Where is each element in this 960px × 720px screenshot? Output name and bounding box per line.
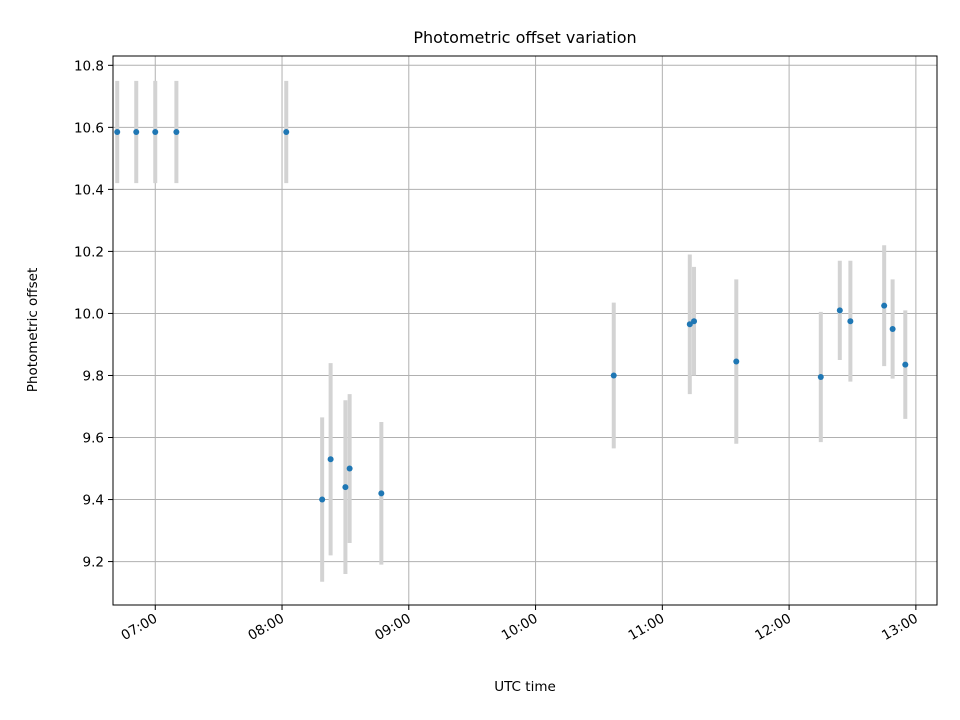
y-tick-label: 9.8 (83, 368, 104, 384)
data-point (319, 496, 326, 503)
data-point (610, 372, 617, 379)
y-tick-label: 10.8 (74, 58, 104, 74)
data-point (173, 128, 180, 135)
y-tick-label: 10.0 (74, 306, 104, 322)
y-tick-label: 9.4 (83, 493, 104, 509)
x-axis-label: UTC time (494, 679, 556, 695)
data-point (342, 484, 349, 491)
data-point (133, 128, 140, 135)
data-point (283, 128, 290, 135)
data-point (686, 321, 693, 328)
grid (113, 56, 937, 605)
y-tick-label: 9.6 (83, 431, 104, 447)
data-point (847, 318, 854, 325)
data-point (817, 374, 824, 381)
data-point (902, 361, 909, 368)
data-points (114, 128, 909, 503)
data-point (346, 465, 353, 472)
data-point (378, 490, 385, 497)
data-point (691, 318, 698, 325)
data-point (114, 128, 121, 135)
y-axis-label: Photometric offset (25, 268, 41, 392)
data-point (152, 128, 159, 135)
data-point (889, 325, 896, 332)
data-point (327, 456, 334, 463)
y-tick-label: 10.4 (74, 182, 104, 198)
plot-frame (112, 55, 938, 606)
data-point (881, 302, 888, 309)
data-point (733, 358, 740, 365)
chart-title: Photometric offset variation (413, 28, 636, 47)
data-point (836, 307, 843, 314)
y-tick-label: 10.6 (74, 120, 104, 136)
y-tick-label: 10.2 (74, 244, 104, 260)
y-tick-label: 9.2 (83, 555, 104, 571)
